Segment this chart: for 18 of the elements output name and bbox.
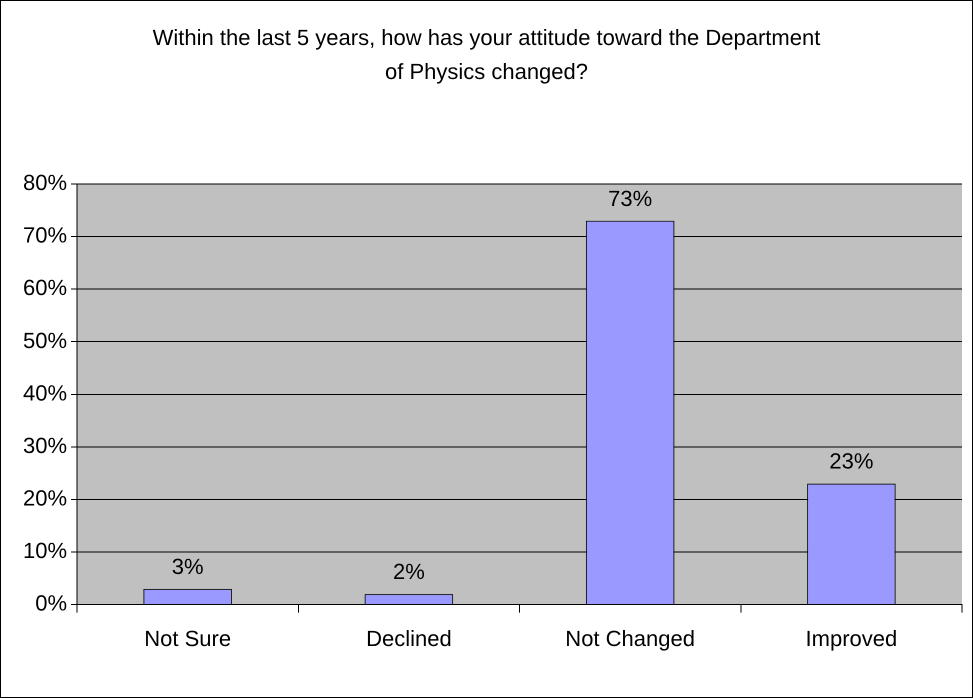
y-tick-label: 20% bbox=[22, 486, 68, 511]
y-tick-label: 10% bbox=[22, 538, 68, 564]
y-tick-label: 0% bbox=[35, 590, 68, 616]
data-label: 23% bbox=[829, 448, 874, 474]
x-tick-label: Not Sure bbox=[144, 626, 232, 651]
y-tick-label: 80% bbox=[22, 170, 68, 196]
chart-title: Within the last 5 years, how has your attitude toward the Department of Physics changed? bbox=[152, 24, 822, 86]
x-tick-label: Improved bbox=[806, 626, 898, 651]
y-tick-label: 70% bbox=[22, 222, 68, 248]
x-tick-label: Not Changed bbox=[565, 626, 695, 651]
data-label: 73% bbox=[608, 186, 652, 211]
y-tick-label: 40% bbox=[22, 380, 68, 406]
data-label: 3% bbox=[172, 554, 204, 579]
y-tick-label: 30% bbox=[22, 432, 68, 458]
y-tick-label: 50% bbox=[22, 328, 68, 353]
data-label: 2% bbox=[392, 559, 425, 584]
x-tick-label: Declined bbox=[366, 626, 452, 651]
y-tick-label: 60% bbox=[22, 275, 68, 300]
